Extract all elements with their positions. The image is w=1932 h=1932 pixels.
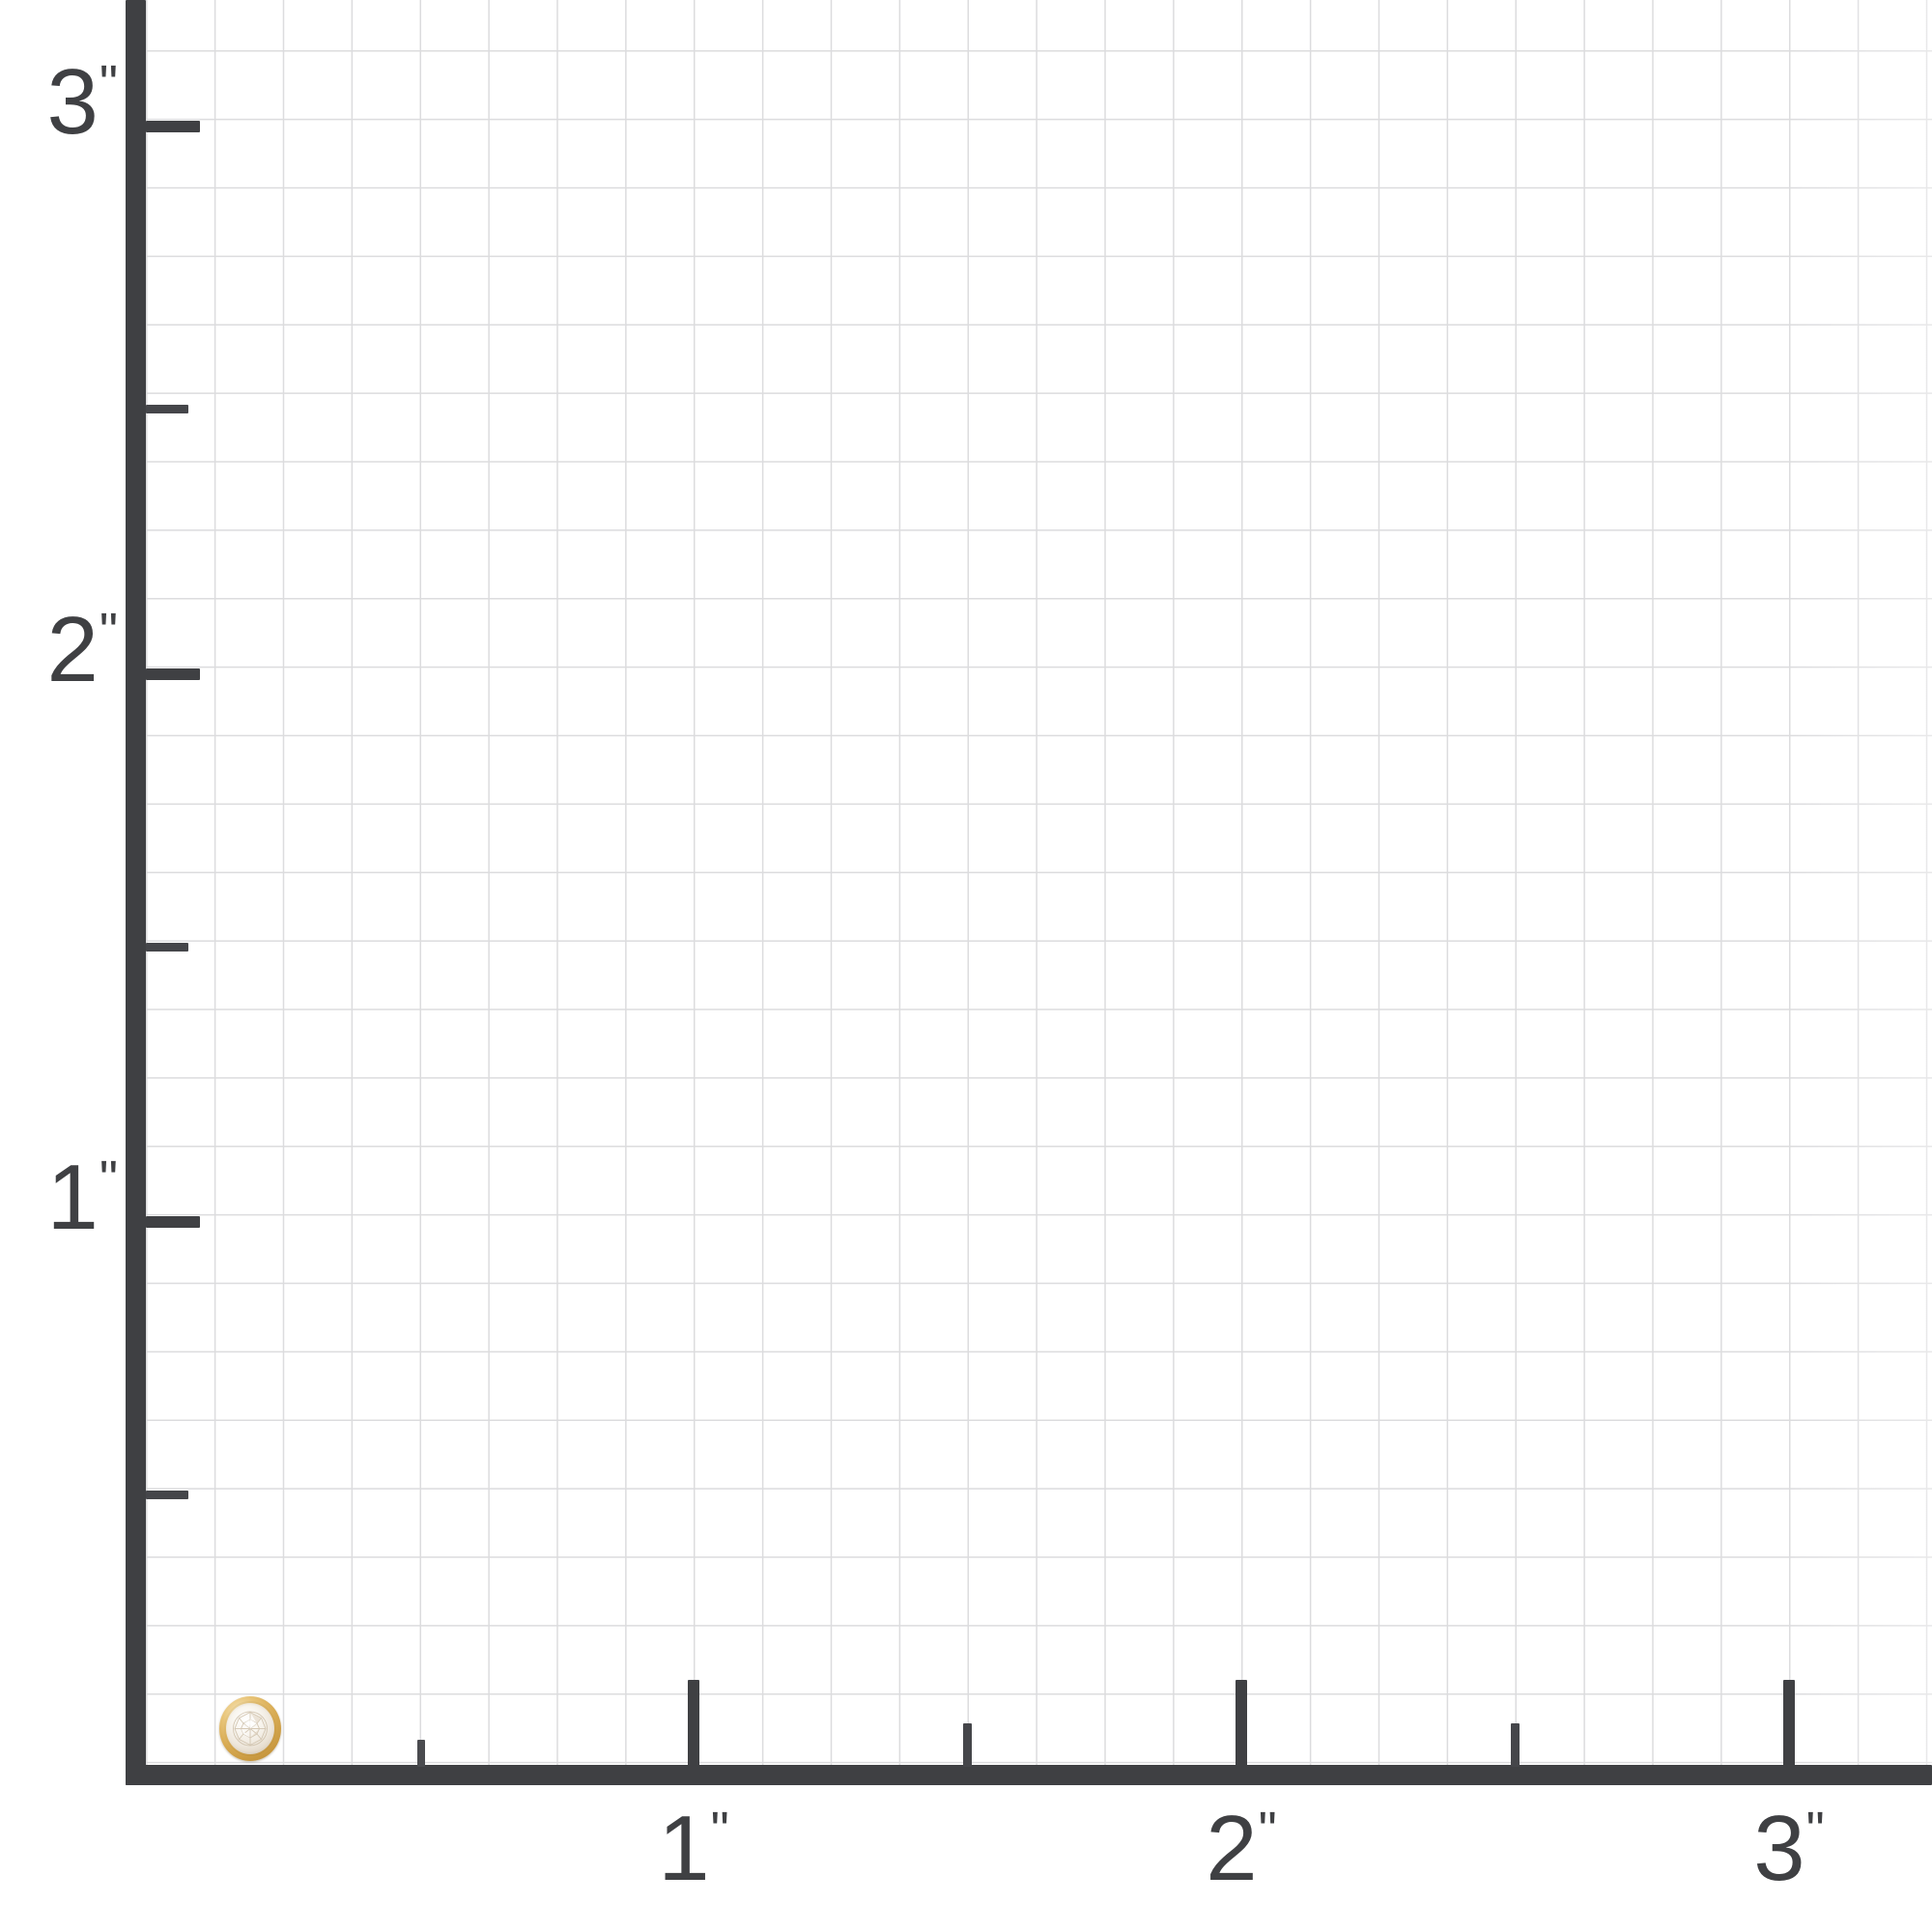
x-axis-label-3: 3": [1753, 1797, 1825, 1900]
x-major-tick-1: [688, 1680, 699, 1767]
diamond-stone: [226, 1703, 274, 1754]
y-axis-label-1: 1": [46, 1146, 118, 1249]
y-axis-label-3: 3": [46, 50, 118, 154]
x-minor-tick-2-5: [1511, 1723, 1520, 1767]
diamond-sparkle-highlight: [243, 1717, 255, 1729]
y-axis-label-2: 2": [46, 598, 118, 701]
x-axis-label-2: 2": [1206, 1797, 1277, 1900]
x-major-tick-2: [1236, 1680, 1247, 1767]
grid-edge-fade: [146, 0, 1932, 1765]
measurement-grid: [146, 0, 1932, 1765]
x-minor-tick-0-5: [417, 1740, 425, 1767]
x-major-tick-3: [1783, 1680, 1795, 1767]
diamond-specimen: [219, 1696, 281, 1761]
y-minor-tick-0-5: [146, 1491, 188, 1499]
y-major-tick-1: [146, 1216, 200, 1228]
y-minor-tick-2-5: [146, 405, 188, 413]
y-minor-tick-1-5: [146, 943, 188, 952]
y-major-tick-2: [146, 668, 200, 680]
bezel-inner-shadow: [224, 1701, 276, 1756]
x-axis-label-1: 1": [658, 1797, 729, 1900]
y-major-tick-3: [146, 121, 200, 132]
x-minor-tick-1-5: [963, 1723, 972, 1767]
y-axis-line: [126, 0, 146, 1785]
x-axis-line: [126, 1765, 1932, 1785]
